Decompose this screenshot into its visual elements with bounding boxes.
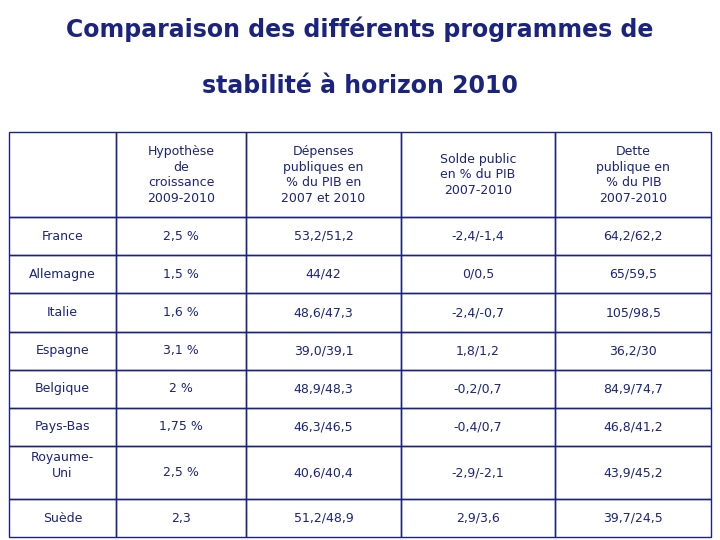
- Text: 46,8/41,2: 46,8/41,2: [603, 420, 663, 433]
- Text: 1,6 %: 1,6 %: [163, 306, 199, 319]
- Text: Dette
publique en
% du PIB
2007-2010: Dette publique en % du PIB 2007-2010: [596, 145, 670, 205]
- Text: Espagne: Espagne: [35, 344, 89, 357]
- Text: 1,8/1,2: 1,8/1,2: [456, 344, 500, 357]
- Text: Dépenses
publiques en
% du PIB en
2007 et 2010: Dépenses publiques en % du PIB en 2007 e…: [282, 145, 366, 205]
- Text: -2,9/-2,1: -2,9/-2,1: [451, 466, 505, 479]
- Text: Belgique: Belgique: [35, 382, 90, 395]
- Text: 44/42: 44/42: [305, 268, 341, 281]
- Text: -2,4/-1,4: -2,4/-1,4: [451, 230, 505, 243]
- Text: 2,3: 2,3: [171, 512, 191, 525]
- Text: Suède: Suède: [42, 512, 82, 525]
- Text: 2 %: 2 %: [169, 382, 193, 395]
- Text: 48,6/47,3: 48,6/47,3: [294, 306, 354, 319]
- Text: 2,5 %: 2,5 %: [163, 466, 199, 479]
- Text: 46,3/46,5: 46,3/46,5: [294, 420, 354, 433]
- Text: 84,9/74,7: 84,9/74,7: [603, 382, 663, 395]
- Text: Italie: Italie: [47, 306, 78, 319]
- Text: 53,2/51,2: 53,2/51,2: [294, 230, 354, 243]
- Text: 64,2/62,2: 64,2/62,2: [603, 230, 663, 243]
- Text: 3,1 %: 3,1 %: [163, 344, 199, 357]
- Text: 39,0/39,1: 39,0/39,1: [294, 344, 354, 357]
- Text: 2,5 %: 2,5 %: [163, 230, 199, 243]
- Text: 2,9/3,6: 2,9/3,6: [456, 512, 500, 525]
- Text: stabilité à horizon 2010: stabilité à horizon 2010: [202, 75, 518, 98]
- Text: 36,2/30: 36,2/30: [610, 344, 657, 357]
- Text: France: France: [42, 230, 84, 243]
- Text: 40,6/40,4: 40,6/40,4: [294, 466, 354, 479]
- Text: Solde public
en % du PIB
2007-2010: Solde public en % du PIB 2007-2010: [440, 153, 516, 197]
- Text: 0/0,5: 0/0,5: [462, 268, 494, 281]
- Text: 65/59,5: 65/59,5: [609, 268, 657, 281]
- Text: Royaume-
Uni: Royaume- Uni: [31, 451, 94, 480]
- Text: 51,2/48,9: 51,2/48,9: [294, 512, 354, 525]
- Text: -2,4/-0,7: -2,4/-0,7: [451, 306, 505, 319]
- Text: Comparaison des différents programmes de: Comparaison des différents programmes de: [66, 17, 654, 43]
- Text: Hypothèse
de
croissance
2009-2010: Hypothèse de croissance 2009-2010: [147, 145, 215, 205]
- Text: Allemagne: Allemagne: [29, 268, 96, 281]
- Text: 39,7/24,5: 39,7/24,5: [603, 512, 663, 525]
- Text: 1,5 %: 1,5 %: [163, 268, 199, 281]
- Text: -0,4/0,7: -0,4/0,7: [454, 420, 503, 433]
- Text: 1,75 %: 1,75 %: [159, 420, 203, 433]
- Text: Pays-Bas: Pays-Bas: [35, 420, 90, 433]
- Text: 43,9/45,2: 43,9/45,2: [603, 466, 663, 479]
- Text: -0,2/0,7: -0,2/0,7: [454, 382, 503, 395]
- Text: 48,9/48,3: 48,9/48,3: [294, 382, 354, 395]
- Text: 105/98,5: 105/98,5: [606, 306, 662, 319]
